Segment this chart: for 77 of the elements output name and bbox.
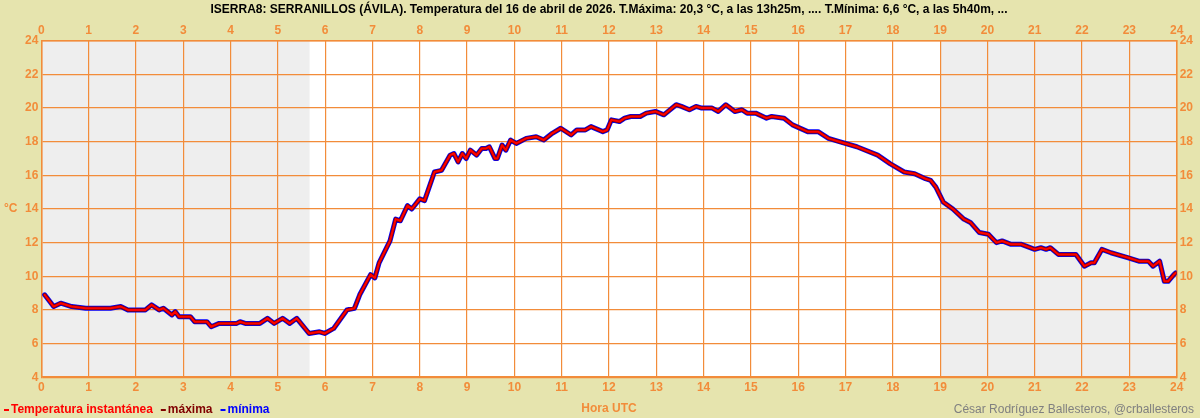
y2-tick-label: 24 [1179,33,1194,48]
y2-tick-label: 22 [1179,66,1194,81]
x2-tick-label: 7 [369,22,377,37]
y2-tick-label: 16 [1179,167,1194,182]
y-tick-label: 12 [24,234,39,249]
legend-label: Temperatura instantánea [11,402,154,417]
y2-tick-label: 12 [1179,234,1194,249]
y-tick-label: 10 [24,268,39,283]
x-tick-label: 15 [744,379,758,394]
text: César Rodríguez Ballesteros, @crballesteros [953,402,1194,417]
y-tick-label: 22 [24,66,39,81]
x2-tick-label: 17 [838,22,853,37]
y-tick-label: 16 [24,167,39,182]
x-tick-label: 2 [132,379,140,394]
y-tick-label: 6 [31,335,39,350]
y2-tick-label: 10 [1179,268,1194,283]
x2-tick-label: 9 [463,22,471,37]
y-tick-label: 8 [31,302,39,317]
x2-tick-label: 23 [1122,22,1137,37]
x2-tick-label: 5 [274,22,282,37]
x-tick-label: 24 [1169,379,1184,394]
y-tick-label: 4 [31,369,39,384]
chart-title: ISERRA8: SERRANILLOS (ÁVILA). Temperatura del 16 de abril de 2026. T.Máxima: 20,3 °C, a las 13h25m, .... T.Mínima: 6,6 °C, a las 5h40m, ... [210,0,1008,16]
x2-tick-label: 15 [744,22,758,37]
x-tick-label: 17 [838,379,853,394]
x2-tick-label: 22 [1075,22,1090,37]
y-tick-label: 14 [24,201,39,216]
legend-label: mínima [227,402,270,417]
y2-tick-label: 14 [1179,201,1194,216]
x-tick-label: 0 [38,379,45,394]
x-tick-label: 11 [555,379,569,394]
y-tick-label: 18 [24,134,39,149]
x-tick-label: 4 [227,379,235,394]
x2-tick-label: 8 [416,22,424,37]
x-tick-label: 9 [463,379,471,394]
x2-tick-label: 21 [1028,22,1042,37]
y2-tick-label: 18 [1179,134,1194,149]
x2-tick-label: 4 [227,22,235,37]
x-tick-label: 10 [507,379,522,394]
x2-tick-label: 16 [791,22,806,37]
x-tick-label: 19 [933,379,948,394]
x-tick-label: 7 [369,379,377,394]
x-tick-label: 21 [1028,379,1042,394]
x-tick-label: 16 [791,379,806,394]
x-tick-label: 8 [416,379,424,394]
x2-tick-label: 10 [507,22,522,37]
y2-tick-label: 8 [1179,302,1187,317]
x-tick-label: 5 [274,379,282,394]
x-tick-label: 6 [321,379,329,394]
x-tick-label: 3 [179,379,187,394]
y2-tick-label: 6 [1179,335,1187,350]
x2-tick-label: 3 [179,22,187,37]
x2-tick-label: 11 [555,22,569,37]
x-tick-label: 13 [649,379,664,394]
x2-tick-label: 1 [85,22,93,37]
x2-tick-label: 13 [649,22,664,37]
x2-tick-label: 2 [132,22,140,37]
y2-tick-label: 20 [1179,100,1194,115]
y-tick-label: 24 [24,33,39,48]
x-tick-label: 22 [1075,379,1090,394]
legend-label: máxima [167,402,213,417]
y-axis-title: °C [4,201,18,216]
x-tick-label: 14 [696,379,711,394]
x2-tick-label: 20 [980,22,995,37]
x-tick-label: 23 [1122,379,1137,394]
x2-tick-label: 19 [933,22,948,37]
y-tick-label: 20 [24,100,39,115]
x2-tick-label: 18 [886,22,900,37]
x2-tick-label: 12 [602,22,616,37]
x-tick-label: 12 [602,379,616,394]
x-tick-label: 1 [85,379,93,394]
x2-tick-label: 6 [321,22,329,37]
x2-tick-label: 14 [696,22,711,37]
x-axis-title: Hora UTC [581,401,637,416]
x-tick-label: 18 [886,379,900,394]
x2-tick-label: 0 [38,22,45,37]
x-tick-label: 20 [980,379,995,394]
